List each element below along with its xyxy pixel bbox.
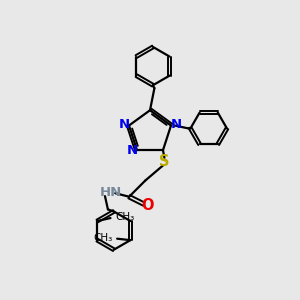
Text: N: N [118,118,130,130]
Text: O: O [141,198,154,213]
Text: N: N [170,118,182,130]
Text: N: N [127,144,138,157]
Text: CH₃: CH₃ [94,233,113,243]
Text: CH₃: CH₃ [115,212,134,223]
Text: S: S [159,154,170,169]
Text: HN: HN [100,186,122,199]
